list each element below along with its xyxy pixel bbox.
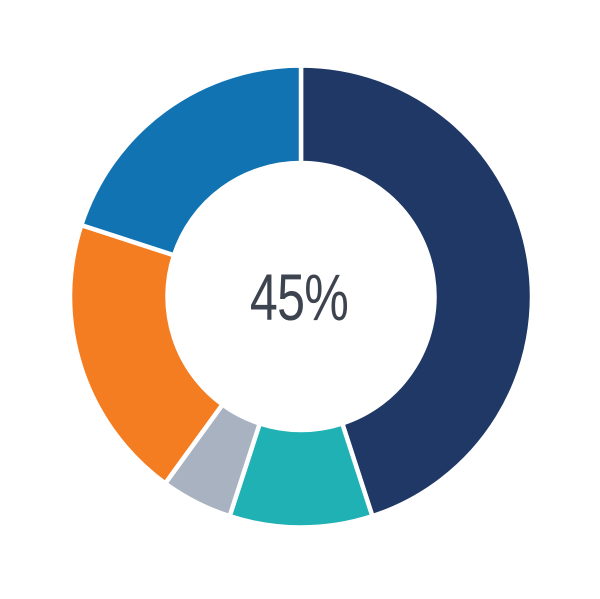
donut-segment-dark-navy — [298, 63, 535, 520]
donut-segments — [67, 63, 535, 530]
donut-segment-blue — [78, 63, 304, 259]
donut-segment-orange — [67, 222, 226, 487]
